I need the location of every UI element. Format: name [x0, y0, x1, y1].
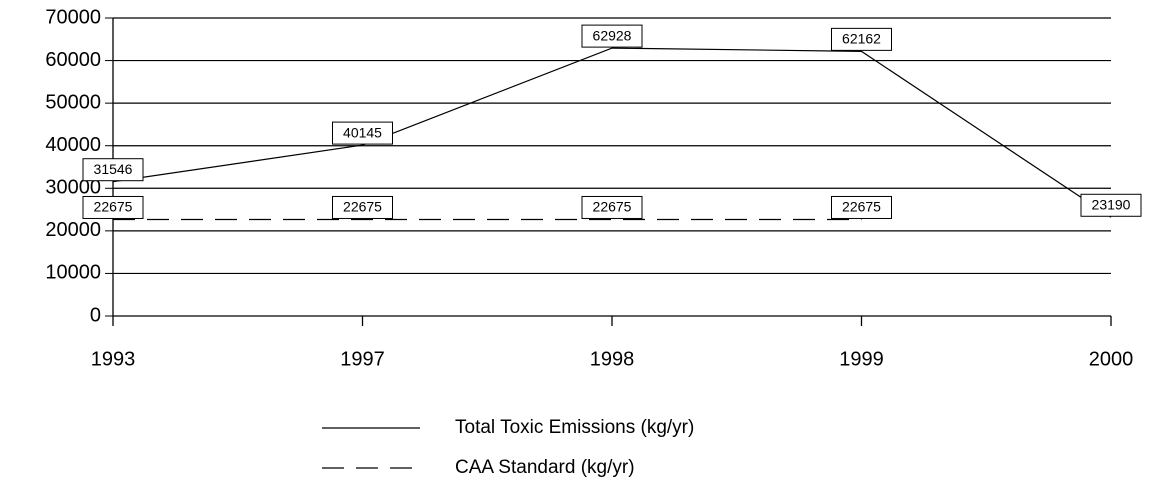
legend-label: Total Toxic Emissions (kg/yr)	[455, 417, 694, 438]
y-tick-label: 60000	[45, 49, 101, 71]
y-tick-label: 40000	[45, 134, 101, 156]
x-tick-label: 1993	[91, 348, 136, 370]
data-label-box	[831, 27, 892, 51]
y-tick-label: 20000	[45, 219, 101, 241]
series-line	[112, 47, 1112, 218]
data-label-box	[82, 158, 144, 182]
data-label-box	[332, 195, 393, 219]
data-label-box	[1080, 193, 1142, 217]
data-label: 22675	[94, 199, 133, 215]
data-label: 22675	[842, 199, 881, 215]
data-label-box	[581, 195, 643, 219]
data-label: 23190	[1092, 196, 1131, 212]
data-label-box	[831, 195, 892, 219]
y-tick-label: 70000	[45, 6, 101, 28]
data-label: 22675	[593, 199, 632, 215]
data-label-box	[82, 195, 144, 219]
x-tick-label: 2000	[1089, 348, 1134, 370]
y-tick-label: 50000	[45, 91, 101, 113]
data-label-box	[581, 24, 643, 48]
y-tick-label: 10000	[45, 262, 101, 284]
x-tick-label: 1997	[340, 348, 385, 370]
legend-label: CAA Standard (kg/yr)	[455, 457, 635, 478]
y-tick-label: 0	[90, 304, 101, 326]
data-label: 22675	[343, 199, 382, 215]
x-tick-label: 1999	[839, 348, 884, 370]
y-tick-label: 30000	[45, 177, 101, 199]
x-tick-label: 1998	[590, 348, 635, 370]
data-label: 31546	[94, 161, 133, 177]
data-label: 62162	[842, 31, 881, 47]
data-label: 62928	[593, 27, 632, 43]
data-label: 40145	[343, 124, 382, 140]
data-label-box	[332, 121, 393, 145]
